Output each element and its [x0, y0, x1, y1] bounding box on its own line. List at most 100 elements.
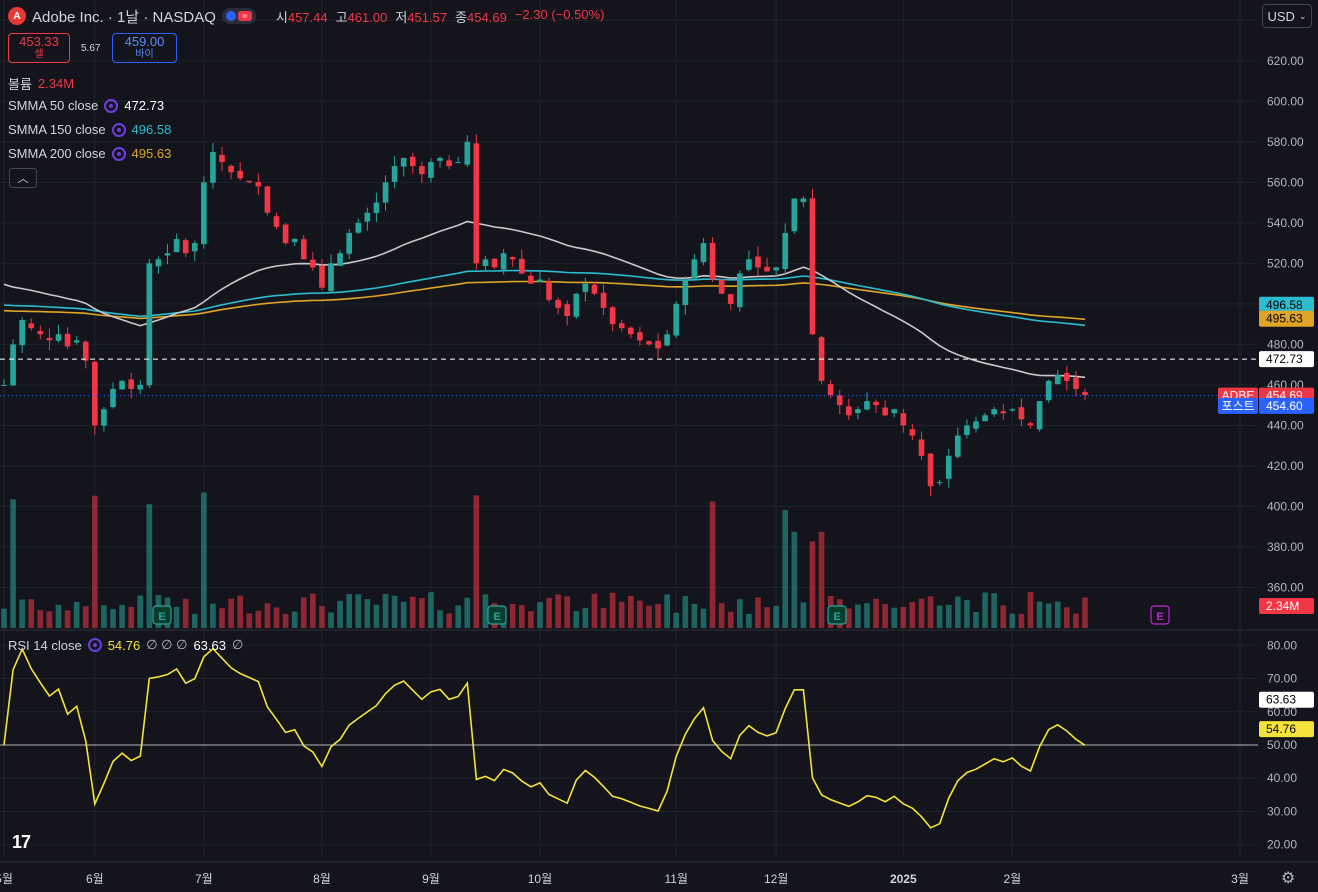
- volume-legend[interactable]: 볼륨 2.34M: [8, 74, 74, 93]
- candle-body: [664, 334, 670, 346]
- candle-body: [1064, 373, 1070, 381]
- candle-body: [891, 409, 898, 414]
- candle-body: [927, 453, 934, 487]
- currency-select[interactable]: USD ⌄: [1262, 4, 1312, 28]
- candle-body: [419, 166, 425, 175]
- volume-bar: [182, 598, 189, 628]
- volume-bar: [428, 592, 434, 628]
- candle-body: [1000, 411, 1007, 414]
- volume-bar: [46, 611, 53, 628]
- candle-body: [191, 243, 198, 252]
- volume-bar: [627, 595, 634, 628]
- candle-body: [409, 156, 416, 167]
- refresh-icon[interactable]: [111, 146, 126, 161]
- candle-body: [509, 257, 516, 260]
- price-label-bg: [1259, 310, 1314, 327]
- volume-bar: [310, 593, 316, 628]
- price-label: 472.73: [1266, 352, 1303, 366]
- candle-body: [973, 421, 979, 429]
- volume-bar: [237, 595, 244, 628]
- price-label: 496.58: [1266, 298, 1303, 312]
- smma150-legend[interactable]: SMMA 150 close 496.58: [8, 122, 171, 137]
- candle-body: [1036, 401, 1043, 430]
- volume-bar: [82, 606, 89, 628]
- smma200-legend[interactable]: SMMA 200 close 495.63: [8, 146, 171, 161]
- candle-body: [273, 216, 280, 227]
- candle-body: [618, 323, 625, 329]
- candle-body: [882, 407, 888, 416]
- candle-body: [537, 279, 543, 282]
- volume-bar: [555, 594, 561, 628]
- candle-body: [255, 182, 262, 187]
- candle-body: [855, 409, 861, 414]
- volume-bar: [936, 605, 943, 628]
- time-tick-label: 6월: [86, 872, 104, 886]
- price-tag-bg: [1218, 397, 1258, 414]
- candle-body: [446, 160, 452, 167]
- volume-bar: [609, 592, 616, 628]
- sell-price: 453.33: [19, 34, 59, 49]
- buy-button[interactable]: 459.00 바이: [112, 33, 177, 63]
- market-status-pill[interactable]: ≈: [221, 8, 256, 24]
- price-tick-label: 600.00: [1267, 94, 1304, 108]
- sell-label: 셀: [34, 49, 44, 60]
- rsi-line: [3, 647, 1086, 829]
- volume-bar: [1054, 601, 1061, 628]
- candle-body: [346, 232, 353, 254]
- rsi-tick-label: 80.00: [1267, 638, 1297, 652]
- volume-bar: [92, 495, 98, 628]
- candle-body: [137, 384, 144, 390]
- rsi-legend[interactable]: RSI 14 close 54.76 ∅ ∅ ∅ 63.63 ∅: [8, 637, 243, 653]
- earnings-marker-icon: [827, 605, 847, 625]
- buy-label: 바이: [135, 49, 154, 60]
- volume-bar: [1027, 592, 1034, 628]
- candle-body: [964, 425, 970, 435]
- volume-bar: [900, 606, 907, 628]
- volume-bar: [618, 601, 625, 628]
- low-value: 451.57: [407, 9, 448, 25]
- time-axis[interactable]: 5월6월7월8월9월10월11월12월20252월3월4월: [0, 872, 1318, 886]
- candle-body: [473, 143, 480, 264]
- volume-bars: [1, 492, 1088, 628]
- volume-bar: [264, 603, 271, 628]
- volume-bar: [736, 599, 743, 628]
- sell-button[interactable]: 453.33 셀: [8, 33, 70, 63]
- candle-body: [328, 263, 334, 292]
- volume-bar: [419, 598, 425, 628]
- price-tick-label: 480.00: [1267, 337, 1304, 351]
- smma50-legend[interactable]: SMMA 50 close 472.73: [8, 98, 164, 113]
- tradingview-logo-icon[interactable]: 17: [12, 832, 31, 852]
- refresh-icon[interactable]: [104, 98, 119, 113]
- refresh-icon[interactable]: [87, 638, 102, 652]
- price-label: 495.63: [1266, 312, 1303, 326]
- candle-body: [809, 198, 816, 335]
- candle-body: [528, 275, 534, 284]
- volume-bar: [709, 501, 716, 628]
- volume-bar: [1, 608, 7, 628]
- volume-bar: [582, 607, 589, 628]
- spread-value: 5.67: [81, 43, 101, 54]
- candle-body: [936, 482, 943, 484]
- candle-body: [982, 415, 988, 422]
- candle-body: [237, 170, 244, 179]
- collapse-legend-button[interactable]: ︿: [9, 168, 37, 188]
- volume-bar: [955, 596, 961, 628]
- volume-bar: [537, 602, 543, 628]
- volume-bar: [37, 610, 44, 628]
- volume-bar: [19, 599, 25, 628]
- candle-body: [73, 340, 80, 343]
- gear-icon[interactable]: ⚙: [1281, 870, 1296, 887]
- refresh-icon[interactable]: [111, 122, 126, 137]
- time-tick-label: 7월: [195, 872, 213, 886]
- low-key: 저: [395, 9, 408, 25]
- symbol-title[interactable]: Adobe Inc. · 1날 · NASDAQ: [32, 8, 216, 26]
- volume-bar: [700, 608, 707, 628]
- candles[interactable]: [1, 134, 1088, 496]
- volume-bar: [101, 605, 107, 628]
- candle-body: [500, 253, 507, 270]
- volume-bar: [1000, 605, 1007, 628]
- volume-axis-label: 2.34M: [1266, 599, 1299, 613]
- smma50-value: 472.73: [124, 98, 165, 113]
